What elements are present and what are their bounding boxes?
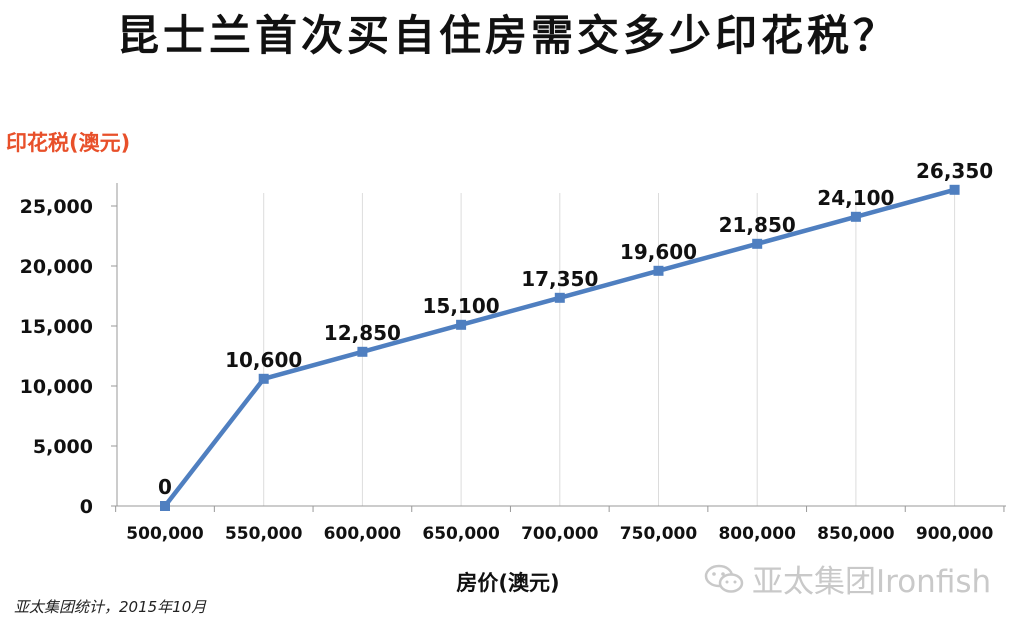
- wechat-icon: [704, 563, 744, 595]
- source-note: 亚太集团统计，2015年10月: [14, 596, 206, 617]
- x-tick-label-3: 650,000: [422, 524, 500, 544]
- data-label-7: 24,100: [817, 186, 894, 210]
- data-point-7: [851, 212, 861, 222]
- x-tick-label-0: 500,000: [126, 524, 204, 544]
- y-tick-label-5: 25,000: [20, 196, 93, 218]
- data-label-5: 19,600: [620, 240, 697, 264]
- data-label-8: 26,350: [916, 159, 993, 183]
- data-point-6: [752, 239, 762, 249]
- y-tick-label-0: 0: [80, 496, 93, 518]
- data-label-2: 12,850: [324, 321, 401, 345]
- data-label-1: 10,600: [225, 348, 302, 372]
- data-label-6: 21,850: [719, 213, 796, 237]
- data-point-1: [259, 374, 269, 384]
- y-tick-label-1: 5,000: [33, 436, 93, 458]
- x-tick-label-8: 900,000: [916, 524, 994, 544]
- watermark-text: 亚太集团Ironfish: [752, 556, 991, 601]
- data-point-2: [357, 347, 367, 357]
- watermark: 亚太集团Ironfish: [704, 556, 991, 601]
- data-label-3: 15,100: [423, 294, 500, 318]
- y-tick-label-3: 15,000: [20, 316, 93, 338]
- data-point-5: [654, 266, 664, 276]
- x-tick-label-6: 800,000: [718, 524, 796, 544]
- y-tick-label-4: 20,000: [20, 256, 93, 278]
- data-point-8: [950, 185, 960, 195]
- x-tick-label-7: 850,000: [817, 524, 895, 544]
- x-tick-label-4: 700,000: [521, 524, 599, 544]
- data-label-0: 0: [158, 475, 172, 499]
- data-point-4: [555, 293, 565, 303]
- y-tick-label-2: 10,000: [20, 376, 93, 398]
- x-tick-label-2: 600,000: [324, 524, 402, 544]
- x-tick-label-5: 750,000: [620, 524, 698, 544]
- data-point-0: [160, 501, 170, 511]
- data-point-3: [456, 320, 466, 330]
- data-label-4: 17,350: [521, 267, 598, 291]
- x-tick-label-1: 550,000: [225, 524, 303, 544]
